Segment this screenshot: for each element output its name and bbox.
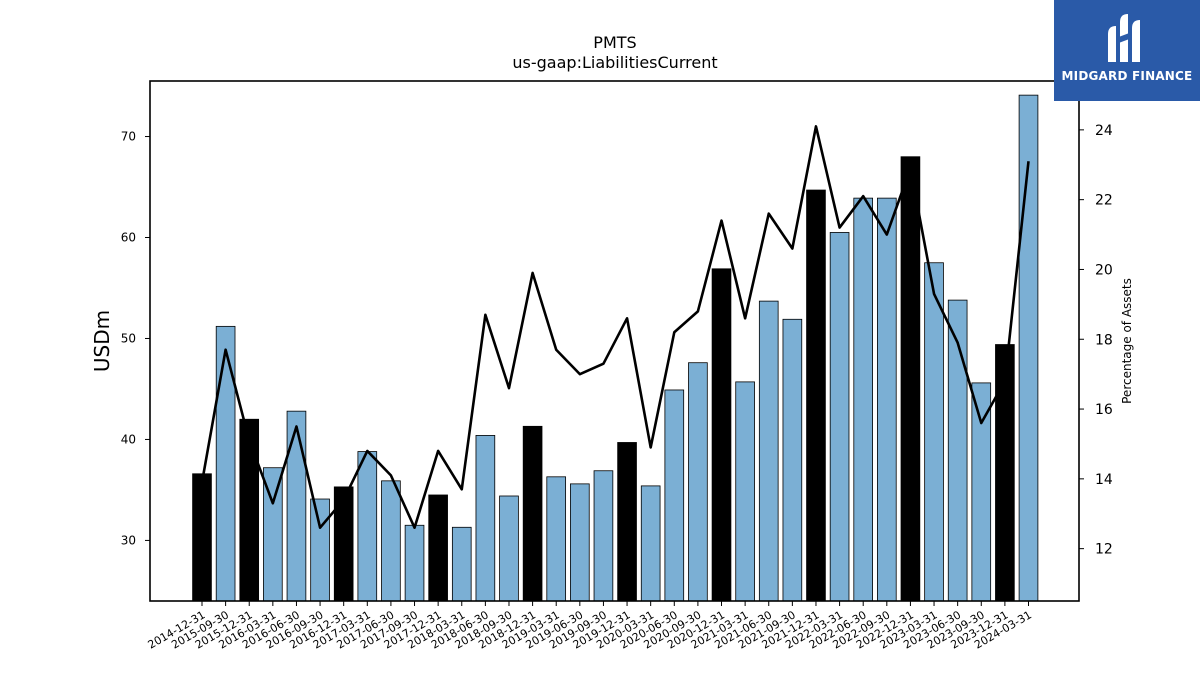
bar-2021-09-30: [782, 318, 803, 602]
bar-2015-12-31: [239, 418, 260, 602]
y-left-tick-label: 50: [121, 331, 136, 345]
bar-2023-09-30: [971, 382, 992, 602]
bar-2016-12-31: [333, 486, 354, 602]
y-right-tick-label: 14: [1095, 472, 1113, 488]
bar-2020-12-31: [711, 268, 732, 602]
plot-frame: [149, 80, 1080, 602]
bar-2022-03-31: [829, 232, 850, 602]
bar-2015-09-30: [215, 325, 236, 602]
midgard-logo-icon: [1108, 14, 1140, 62]
bar-2017-12-31: [428, 494, 448, 602]
bar-2022-06-30: [853, 197, 873, 602]
chart-subtitle: us-gaap:LiabilitiesCurrent: [512, 53, 717, 72]
y-axis-label-left: USDm: [90, 310, 114, 372]
bar-2018-03-31: [451, 526, 472, 602]
bar-2019-09-30: [593, 470, 614, 602]
chart-title: PMTS: [593, 33, 636, 52]
y-right-tick-label: 20: [1095, 262, 1113, 278]
bar-2018-09-30: [499, 495, 519, 602]
bar-2017-06-30: [381, 480, 401, 602]
bar-2017-03-31: [357, 451, 378, 602]
bar-2017-09-30: [404, 524, 425, 602]
bar-2019-12-31: [617, 442, 637, 602]
y-axis-right: 12 14 16 18 20 22 24: [1079, 123, 1113, 558]
y-left-tick-label: 60: [121, 231, 136, 245]
y-axis-left: 30 40 50 60 70: [121, 130, 150, 547]
bar-2021-03-31: [735, 381, 755, 602]
y-left-tick-label: 70: [121, 130, 136, 144]
bars-group: [192, 94, 1039, 602]
x-axis: 2014-12-312015-09-302015-12-312016-03-31…: [146, 601, 1034, 652]
bar-2021-12-31: [806, 189, 826, 602]
y-right-tick-label: 12: [1095, 542, 1113, 558]
bar-2016-09-30: [310, 498, 330, 602]
y-right-tick-label: 16: [1095, 402, 1113, 418]
logo-text: MIDGARD FINANCE: [1061, 69, 1193, 83]
y-right-tick-label: 24: [1095, 123, 1113, 139]
bar-2022-09-30: [877, 197, 897, 602]
bar-2023-03-31: [924, 262, 944, 602]
bar-2014-12-31: [192, 473, 212, 602]
bar-2018-06-30: [475, 435, 496, 602]
bar-2019-03-31: [546, 476, 567, 602]
bar-2022-12-31: [900, 156, 921, 602]
bar-2020-09-30: [688, 362, 708, 602]
y-left-tick-label: 30: [121, 533, 136, 547]
line-group: [200, 125, 1030, 530]
bar-2020-03-31: [640, 485, 661, 602]
bar-2020-06-30: [664, 389, 685, 602]
y-axis-label-right: Percentage of Assets: [1120, 278, 1134, 404]
y-left-tick-label: 40: [121, 432, 136, 446]
bar-2018-12-31: [522, 425, 543, 602]
y-right-tick-label: 18: [1095, 332, 1113, 348]
y-right-tick-label: 22: [1095, 193, 1113, 209]
bar-2021-06-30: [758, 300, 779, 602]
brand-logo: MIDGARD FINANCE: [1054, 0, 1200, 101]
bar-2019-06-30: [570, 483, 590, 602]
percentage-line: [200, 125, 1030, 530]
bar-2016-06-30: [286, 410, 307, 602]
